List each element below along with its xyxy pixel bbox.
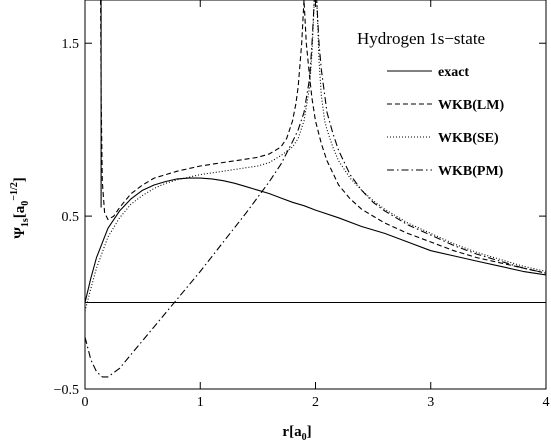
- series-layer: [84, 0, 547, 378]
- legend-title: Hydrogen 1s−state: [357, 29, 485, 48]
- x-tick-label: 0: [82, 395, 89, 410]
- series-line-2: [84, 0, 547, 312]
- legend-label-wkb-lm: WKB(LM): [438, 98, 504, 113]
- plot-frame: [84, 0, 547, 390]
- y-axis-title-sup: −1/2: [9, 182, 20, 200]
- series-line-0: [84, 177, 547, 303]
- y-axis-title-sub: 1s: [20, 218, 31, 227]
- x-axis-title-close: ]: [307, 424, 312, 440]
- x-tick-label: 2: [312, 395, 319, 410]
- x-axis-title: r[a0]: [282, 424, 311, 441]
- axis-ticks: 0 1 2 3 4 −0.5 0.5 1.5: [54, 0, 550, 410]
- x-tick-label: 3: [427, 395, 434, 410]
- y-tick-label: 1.5: [62, 37, 80, 52]
- y-tick-label: −0.5: [54, 383, 79, 398]
- y-axis-title-psi: Ψ: [12, 227, 28, 239]
- x-tick-label: 4: [543, 395, 550, 410]
- series-line-3: [84, 0, 547, 378]
- x-axis-title-sub: 0: [302, 432, 307, 441]
- legend-label-wkb-pm: WKB(PM): [438, 164, 504, 179]
- legend-label-exact: exact: [438, 65, 469, 80]
- y-axis-title-sub2: 0: [20, 201, 31, 206]
- legend: Hydrogen 1s−state exact WKB(LM) WKB(SE) …: [357, 29, 504, 179]
- series-line-1: [100, 0, 547, 274]
- legend-label-wkb-se: WKB(SE): [438, 131, 499, 146]
- x-tick-label: 1: [197, 395, 204, 410]
- y-tick-label: 0.5: [62, 210, 80, 225]
- y-axis-title-close: ]: [12, 177, 28, 182]
- x-axis-title-main: r[a: [282, 424, 302, 440]
- y-axis-title: Ψ1s[a0−1/2]: [9, 177, 31, 239]
- y-axis-title-open: [a: [12, 205, 28, 218]
